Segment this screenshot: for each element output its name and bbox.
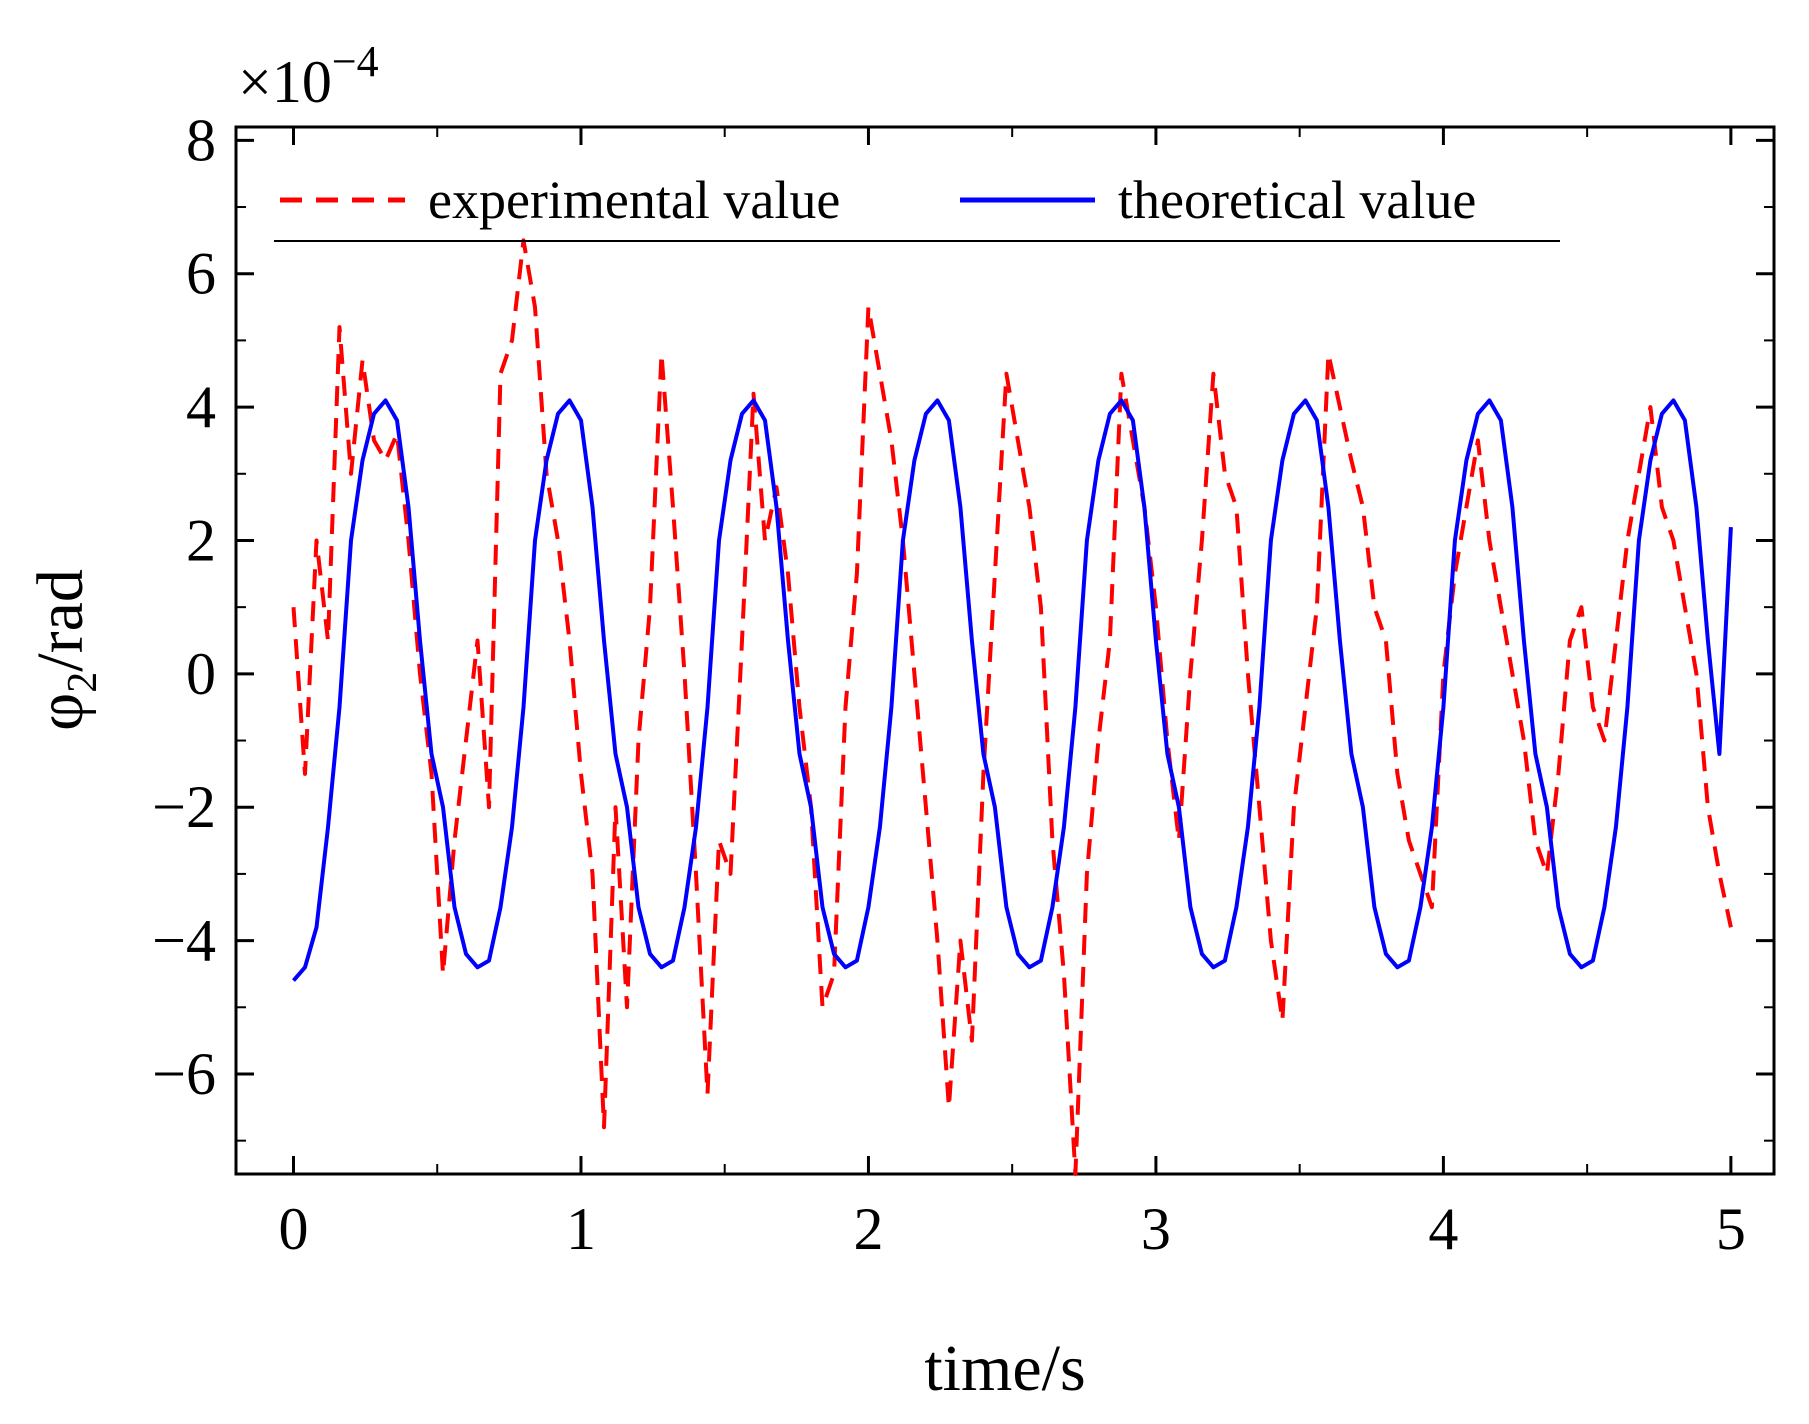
experimental-series-line	[291, 238, 1733, 1176]
y-tick-label: 8	[186, 107, 216, 173]
x-tick-label: 3	[1141, 1196, 1171, 1262]
x-tick-label: 0	[278, 1196, 308, 1262]
x-tick-label: 4	[1428, 1196, 1458, 1262]
y-tick-label: −2	[152, 774, 216, 840]
y-tick-label: −6	[152, 1041, 216, 1107]
x-axis-title: time/s	[924, 1332, 1085, 1405]
y-axis-title-unit: /rad	[24, 569, 97, 672]
y-axis-title-sub: 2	[60, 672, 106, 693]
y-tick-label: 2	[186, 507, 216, 573]
y-multiplier: ×10−4	[238, 37, 379, 115]
x-tick-label: 1	[566, 1196, 596, 1262]
y-tick-label: −4	[152, 908, 216, 974]
series-layer	[291, 238, 1733, 1176]
y-multiplier-base: ×10	[238, 49, 332, 115]
y-axis-ticks: −6 −4 −2 0 2 4 6 8	[152, 107, 1774, 1142]
x-tick-label: 2	[853, 1196, 883, 1262]
y-tick-label: 6	[186, 241, 216, 307]
theoretical-series-line	[291, 398, 1733, 982]
y-multiplier-exponent: −4	[332, 37, 379, 86]
y-tick-label: 4	[186, 374, 216, 440]
legend-label-experimental: experimental value	[428, 170, 840, 230]
x-tick-label: 5	[1716, 1196, 1746, 1262]
y-axis-title-main: φ	[24, 693, 97, 731]
legend: experimental value theoretical value	[274, 170, 1560, 242]
y-tick-label: 0	[186, 641, 216, 707]
y-axis-title: φ2/rad	[24, 569, 106, 731]
plot-frame	[234, 125, 1776, 1176]
x-axis-ticks: 0 1 2 3 4 5	[278, 127, 1746, 1262]
legend-label-theoretical: theoretical value	[1118, 170, 1476, 230]
